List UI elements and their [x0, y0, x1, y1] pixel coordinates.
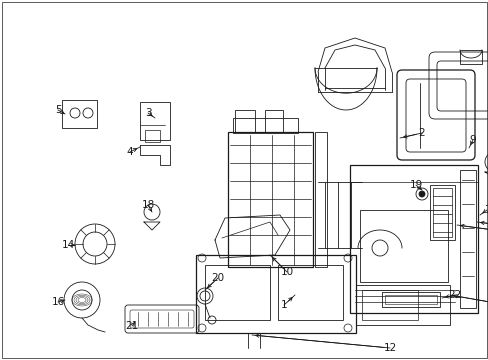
Bar: [62, 100, 97, 128]
Bar: [459, 50, 481, 64]
Circle shape: [418, 191, 424, 197]
Bar: [459, 170, 475, 308]
Text: 18: 18: [141, 200, 154, 210]
Bar: [204, 265, 269, 320]
Bar: [429, 185, 454, 240]
Bar: [145, 130, 160, 142]
Bar: [278, 265, 342, 320]
Text: 7: 7: [483, 205, 488, 215]
Bar: [264, 110, 283, 132]
Text: 19: 19: [408, 180, 422, 190]
Text: 5: 5: [55, 105, 61, 115]
Bar: [355, 285, 449, 325]
Text: 3: 3: [144, 108, 151, 118]
Bar: [384, 295, 436, 304]
Text: 2: 2: [418, 128, 425, 138]
Bar: [361, 290, 417, 320]
Bar: [235, 110, 254, 132]
Text: 10: 10: [280, 267, 293, 277]
Text: 20: 20: [211, 273, 224, 283]
Text: 9: 9: [469, 135, 475, 145]
Text: 21: 21: [125, 321, 138, 331]
Bar: [381, 292, 439, 307]
Bar: [359, 210, 447, 282]
Bar: [314, 132, 326, 267]
Text: 1: 1: [280, 300, 287, 310]
Text: 14: 14: [61, 240, 75, 250]
Bar: [196, 255, 355, 333]
Bar: [227, 132, 312, 267]
Text: 4: 4: [126, 147, 133, 157]
Bar: [432, 188, 451, 237]
Bar: [349, 165, 477, 313]
Bar: [232, 118, 297, 133]
Text: 12: 12: [383, 343, 396, 353]
Text: 22: 22: [447, 290, 461, 300]
Bar: [140, 102, 170, 140]
Text: 16: 16: [51, 297, 64, 307]
